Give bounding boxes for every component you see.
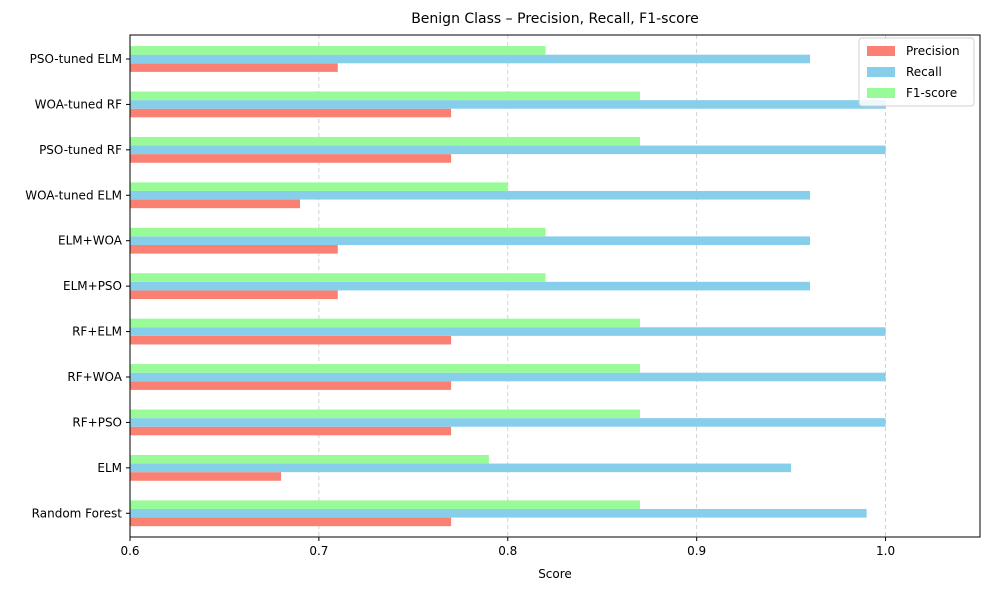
y-tick-label: ELM+WOA (58, 234, 123, 248)
bar-recall-rf-pso (130, 418, 886, 427)
y-tick-label: WOA-tuned RF (35, 97, 122, 111)
chart-title: Benign Class – Precision, Recall, F1-sco… (411, 11, 699, 27)
x-axis: 0.6 0.7 0.8 0.9 1.0 (120, 537, 895, 558)
y-tick-label: RF+PSO (72, 415, 122, 429)
bar-f1-score-random-forest (130, 500, 640, 509)
bar-recall-elm-woa (130, 236, 810, 246)
bar-precision-pso-tuned-elm (130, 63, 338, 72)
bar-f1-score-elm (130, 454, 489, 464)
bar-recall-woa-tuned-elm (130, 190, 810, 200)
bar-f1-score-pso-tuned-rf (130, 136, 640, 146)
bar-f1-score-woa-tuned-elm (130, 182, 508, 191)
bar-f1-score-woa-tuned-rf (130, 91, 640, 101)
legend: Precision Recall F1-score (858, 37, 975, 107)
legend-swatch-f1-score (867, 88, 895, 98)
bar-precision-pso-tuned-rf (130, 154, 452, 163)
bar-recall-elm (130, 463, 792, 473)
x-axis-label: Score (538, 567, 572, 581)
legend-label: Precision (906, 44, 960, 58)
bar-precision-rf-pso (130, 426, 452, 436)
bar-precision-elm (130, 472, 282, 481)
x-tick-label: 1.0 (876, 544, 895, 558)
y-tick-label: WOA-tuned ELM (25, 188, 122, 202)
bar-precision-woa-tuned-rf (130, 108, 452, 118)
legend-swatch-precision (867, 46, 895, 56)
x-tick-label: 0.8 (498, 544, 517, 558)
bar-recall-pso-tuned-elm (130, 54, 810, 64)
legend-swatch-recall (867, 67, 895, 77)
y-tick-label: PSO-tuned RF (39, 143, 122, 157)
bar-recall-pso-tuned-rf (130, 145, 886, 155)
x-tick-label: 0.6 (120, 544, 139, 558)
bar-f1-score-rf-elm (130, 318, 640, 328)
bar-precision-rf-elm (130, 335, 452, 345)
bar-precision-woa-tuned-elm (130, 199, 300, 209)
bar-precision-random-forest (130, 517, 452, 527)
legend-label: F1-score (906, 86, 957, 100)
bar-precision-elm-woa (130, 245, 338, 254)
bar-f1-score-elm-pso (130, 273, 546, 282)
y-tick-label: RF+ELM (72, 325, 122, 339)
bar-precision-rf-woa (130, 381, 452, 390)
y-axis: Random Forest ELM RF+PSO RF+WOA RF+ELM ELM+PS… (25, 52, 130, 520)
bar-f1-score-pso-tuned-elm (130, 46, 546, 55)
y-tick-label: ELM (97, 461, 122, 475)
bar-recall-rf-woa (130, 372, 886, 382)
bar-precision-elm-pso (130, 290, 338, 300)
y-tick-label: PSO-tuned ELM (30, 52, 122, 66)
y-tick-label: ELM+PSO (63, 279, 122, 293)
y-tick-label: Random Forest (32, 506, 123, 520)
x-tick-label: 0.7 (309, 544, 328, 558)
bar-recall-random-forest (130, 508, 867, 518)
legend-label: Recall (906, 65, 942, 79)
bar-f1-score-rf-pso (130, 409, 640, 419)
bars-layer (130, 46, 886, 527)
x-tick-label: 0.9 (687, 544, 706, 558)
bar-f1-score-rf-woa (130, 364, 640, 373)
bar-recall-rf-elm (130, 327, 886, 336)
bar-f1-score-elm-woa (130, 227, 546, 237)
bar-recall-elm-pso (130, 281, 810, 291)
y-tick-label: RF+WOA (67, 370, 122, 384)
bar-recall-woa-tuned-rf (130, 100, 886, 109)
